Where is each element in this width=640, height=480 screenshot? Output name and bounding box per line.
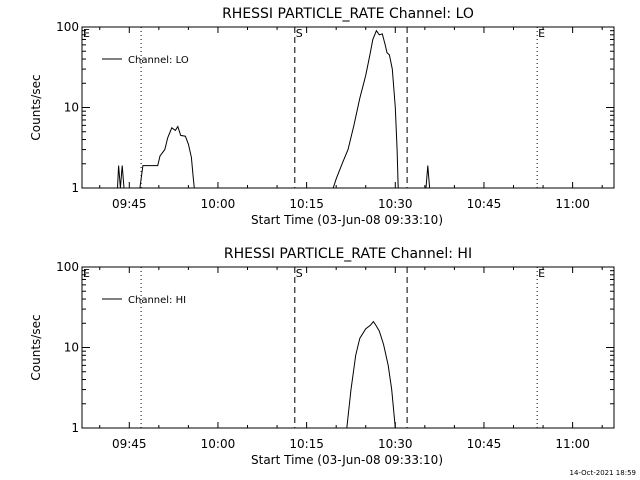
x-tick-label: 10:45 [467,437,502,451]
plot-frame [81,26,615,189]
event-marker-label: E [83,267,90,280]
x-tick-label: 09:45 [112,437,147,451]
legend-label: Channel: LO [128,55,189,66]
x-tick-label: 09:45 [112,197,147,211]
x-tick-label: 10:30 [378,197,413,211]
event-marker-label: S [296,27,303,40]
y-tick-label: 10 [64,101,79,115]
plot-frame [81,266,615,429]
y-tick-label: 100 [56,20,79,34]
y-tick-label: 1 [71,421,79,435]
x-tick-label: 10:15 [289,437,324,451]
legend-label: Channel: HI [128,295,186,306]
x-tick-label: 11:00 [555,437,590,451]
panel-hi: RHESSI PARTICLE_RATE Channel: HI E S E 09:45… [29,246,615,467]
y-tick-label: 1 [71,181,79,195]
x-axis-label: Start Time (03-Jun-08 09:33:10) [251,453,443,467]
event-marker-label: E [538,267,545,280]
y-axis-label: Counts/sec [29,74,43,140]
series-line [346,320,396,429]
event-marker-label: E [83,27,90,40]
x-tick-label: 10:00 [201,437,236,451]
panel-lo: RHESSI PARTICLE_RATE Channel: LO E S E 09:45… [29,6,615,227]
x-tick-label: 10:00 [201,197,236,211]
x-tick-label: 10:45 [467,197,502,211]
x-axis-label: Start Time (03-Jun-08 09:33:10) [251,213,443,227]
footer-timestamp: 14-Oct-2021 18:59 [570,469,636,477]
chart-title: RHESSI PARTICLE_RATE Channel: HI [224,246,472,262]
x-tick-label: 10:30 [378,437,413,451]
x-tick-label: 11:00 [555,197,590,211]
series-line [139,125,195,189]
y-axis-label: Counts/sec [29,314,43,380]
series-line [425,165,431,189]
chart-title: RHESSI PARTICLE_RATE Channel: LO [222,6,474,22]
event-marker-label: S [296,267,303,280]
series-line [117,165,125,189]
y-tick-label: 100 [56,260,79,274]
x-tick-label: 10:15 [289,197,324,211]
series-line [332,29,399,189]
y-tick-label: 10 [64,341,79,355]
event-marker-label: E [538,27,545,40]
